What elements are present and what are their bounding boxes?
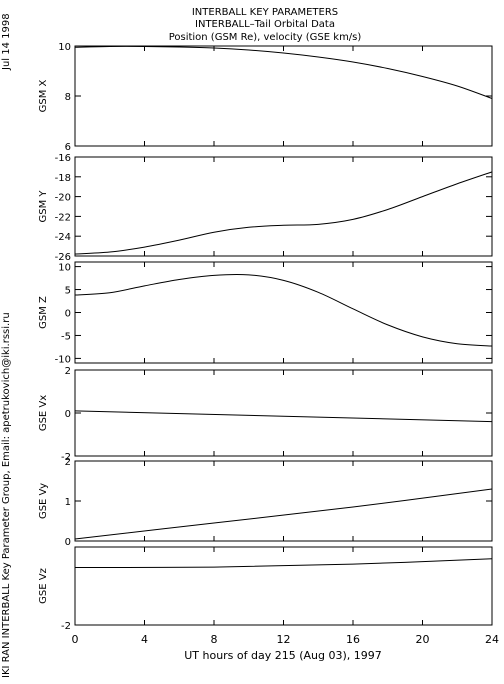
y-axis-label-3: GSM Z (38, 296, 49, 329)
panel-frame-4 (74, 369, 493, 457)
chart-title-line2: INTERBALL–Tail Orbital Data (195, 19, 335, 30)
series-line-1 (74, 45, 493, 99)
y-tick-label-5: 0 (65, 537, 71, 548)
y-tick-label-5: 2 (65, 457, 71, 468)
x-tick-label: 24 (485, 633, 499, 646)
x-tick-label: 4 (141, 633, 148, 646)
y-tick-label-3: 5 (65, 286, 71, 297)
y-axis-label-1: GSM X (38, 79, 49, 112)
panel-frame-2 (74, 156, 493, 257)
y-tick-label-2: -16 (55, 153, 71, 164)
y-tick-label-1: 6 (65, 142, 71, 153)
y-tick-label-3: -5 (61, 331, 71, 342)
panel-frame-1 (74, 45, 493, 147)
x-axis-label: UT hours of day 215 (Aug 03), 1997 (184, 649, 382, 662)
x-tick-label: 20 (416, 633, 430, 646)
series-line-6 (74, 558, 493, 568)
y-tick-label-4: -2 (61, 452, 71, 463)
y-tick-label-3: 0 (65, 309, 71, 320)
y-tick-label-3: -10 (55, 354, 71, 365)
y-tick-label-2: -18 (55, 173, 71, 184)
y-tick-label-2: -22 (55, 212, 71, 223)
y-axis-label-4: GSE Vx (38, 395, 49, 431)
x-tick-label: 0 (72, 633, 79, 646)
y-tick-label-3: 10 (58, 263, 71, 274)
y-tick-label-2: -24 (55, 232, 71, 243)
series-line-2 (74, 171, 493, 255)
panel-frame-3 (74, 261, 493, 364)
y-tick-label-5: 1 (65, 497, 71, 508)
y-tick-label-2: -26 (55, 252, 71, 263)
x-tick-label: 16 (346, 633, 360, 646)
x-tick-label: 8 (211, 633, 218, 646)
chart-title-line1: INTERBALL KEY PARAMETERS (192, 7, 338, 18)
y-tick-label-2: -20 (55, 193, 71, 204)
y-tick-label-4: 0 (65, 409, 71, 420)
chart-title-line3: Position (GSM Re), velocity (GSE km/s) (169, 32, 362, 43)
y-axis-label-6: GSE Vz (38, 568, 49, 604)
panel-frame-6 (74, 546, 493, 626)
y-tick-label-1: 8 (65, 92, 71, 103)
y-axis-label-5: GSE Vy (38, 483, 49, 519)
y-tick-label-6: -2 (61, 621, 71, 632)
series-line-3 (74, 273, 493, 347)
series-line-4 (74, 410, 493, 423)
y-axis-label-2: GSM Y (38, 190, 49, 223)
x-tick-label: 12 (277, 633, 291, 646)
y-tick-label-4: 2 (65, 366, 71, 377)
series-line-5 (74, 488, 493, 540)
y-tick-label-1: 10 (58, 42, 71, 53)
panel-frame-5 (74, 460, 493, 542)
